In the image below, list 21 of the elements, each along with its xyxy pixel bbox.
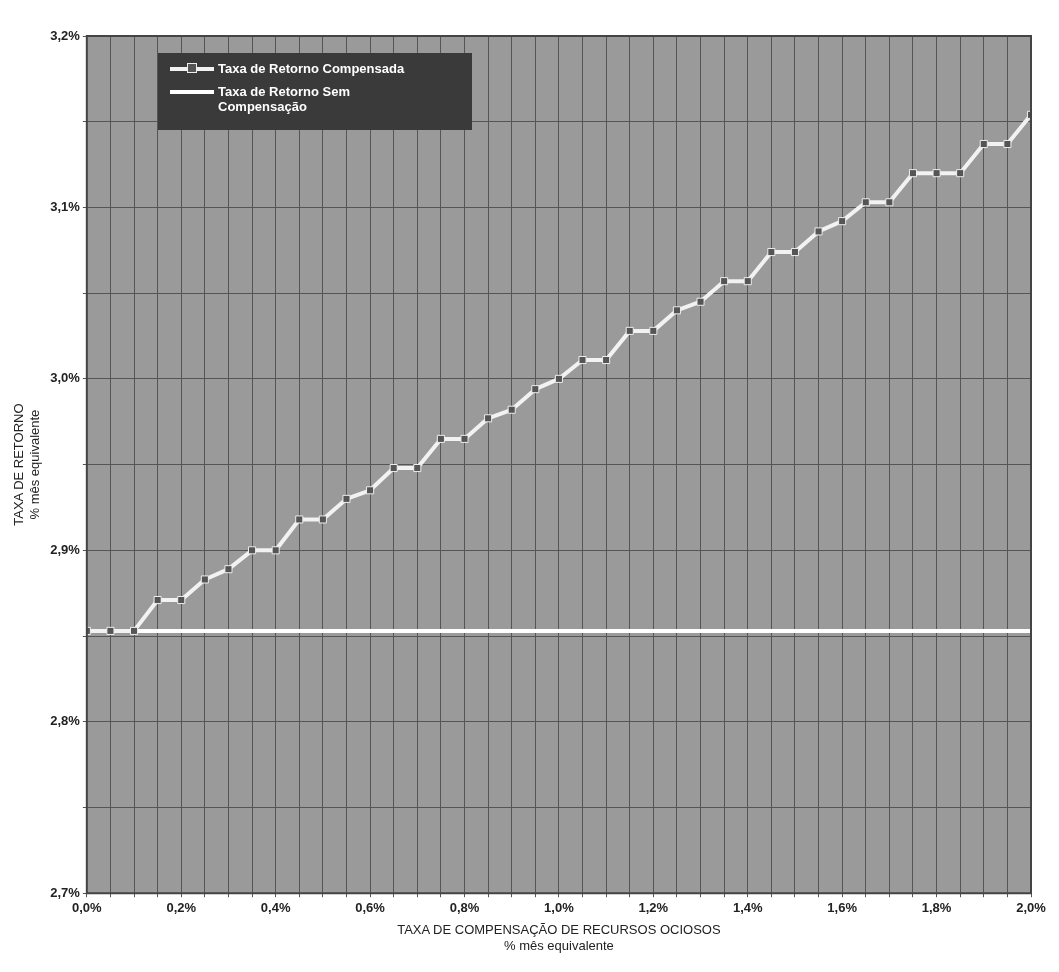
legend-label: Taxa de Retorno Sem Compensação [218,84,351,114]
x-tick-label: 0,2% [166,899,197,915]
y-tick-label: 3,2% [50,27,81,43]
y-tick-label: 2,9% [50,541,81,557]
x-tick-label: 1,2% [638,899,669,915]
x-tick-label: 0,4% [260,899,291,915]
legend-label: Taxa de Retorno Compensada [218,61,405,76]
x-tick-label: 2,0% [1016,899,1047,915]
x-axis-title: TAXA DE COMPENSAÇÃO DE RECURSOS OCIOSOS % mês equivalente [397,922,721,953]
y-tick-label: 3,1% [50,199,81,215]
y-axis-title: TAXA DE RETORNO % mês equivalente [11,403,42,526]
y-tick-label: 2,7% [50,884,81,900]
x-tick-label: 0,8% [449,899,480,915]
x-tick-label: 1,0% [544,899,575,915]
y-tick-label: 3,0% [50,370,81,386]
x-tick-label: 1,6% [827,899,858,915]
x-tick-label: 0,0% [72,899,103,915]
y-tick-label: 2,8% [50,713,81,729]
x-tick-label: 0,6% [355,899,386,915]
x-tick-label: 1,8% [921,899,952,915]
x-tick-label: 1,4% [732,899,763,915]
